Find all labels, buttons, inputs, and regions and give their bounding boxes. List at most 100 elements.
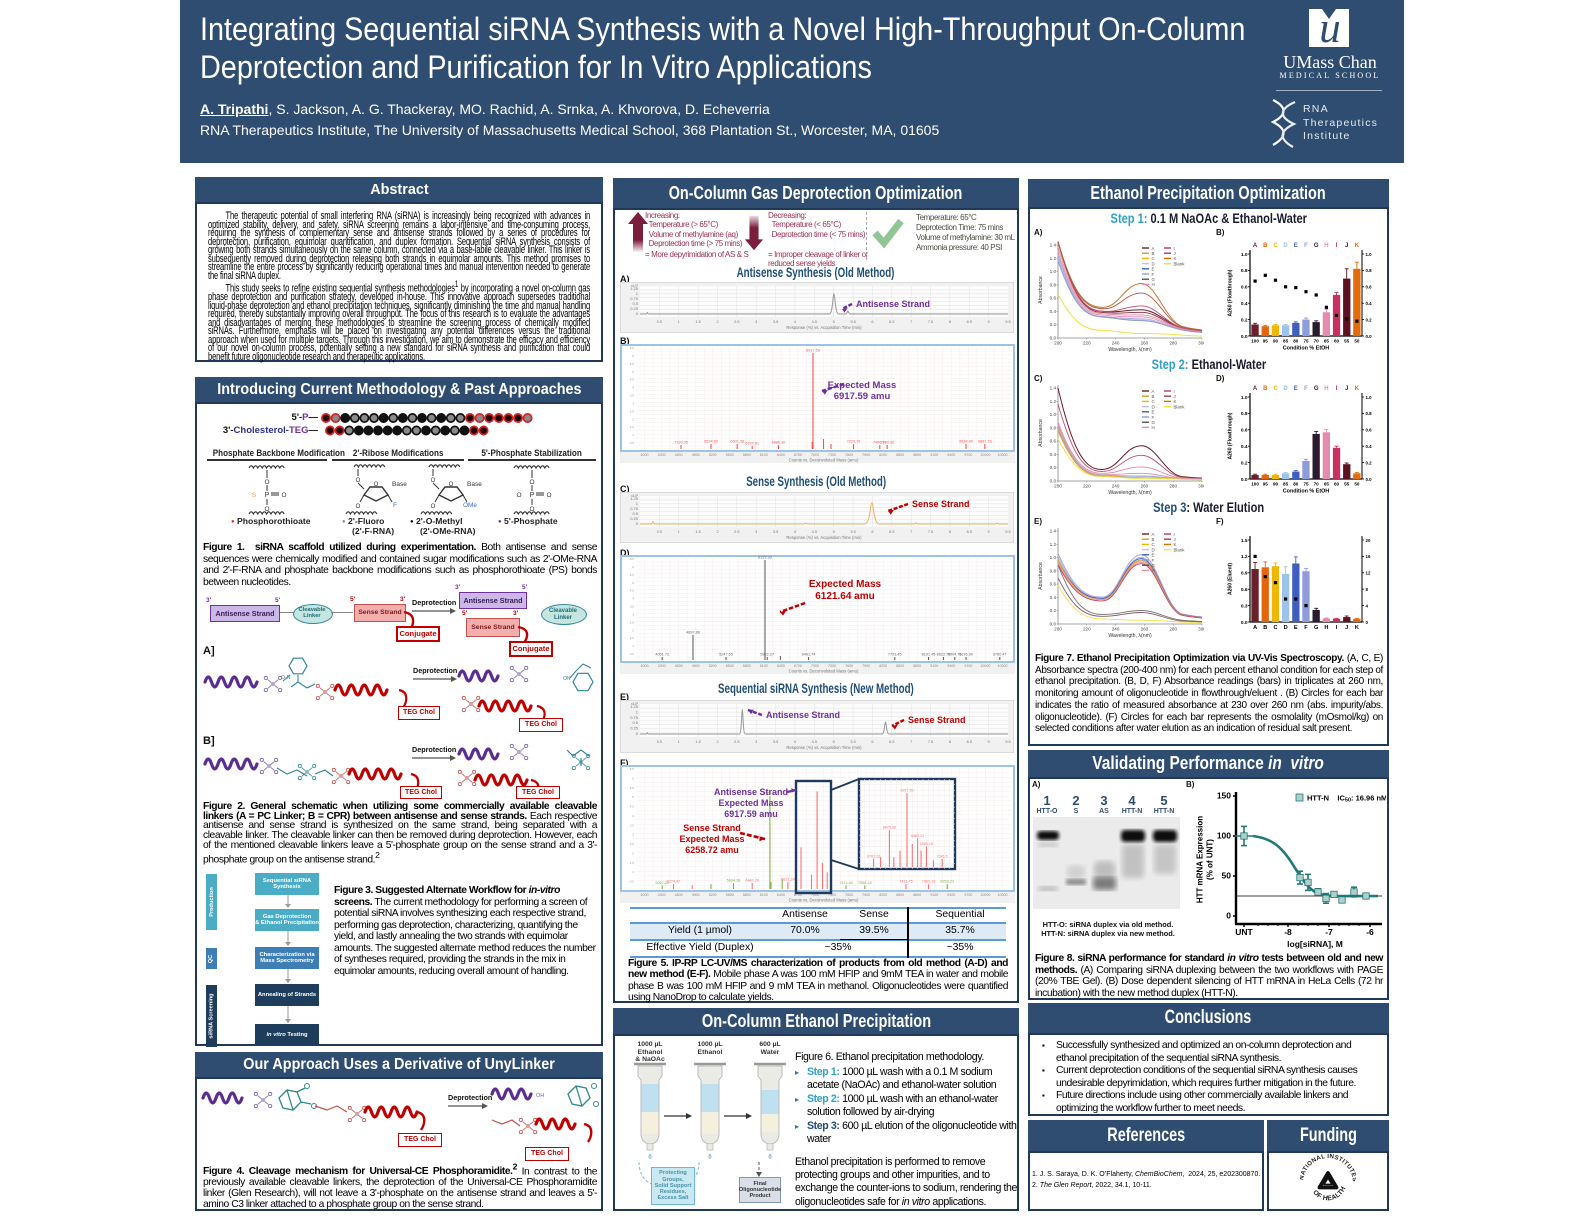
svg-text:1.2: 1.2 bbox=[1050, 399, 1057, 404]
svg-text:0.0: 0.0 bbox=[1050, 622, 1057, 627]
svg-text:1: 1 bbox=[632, 433, 634, 437]
svg-text:F: F bbox=[393, 502, 397, 509]
svg-text:Expected Mass: Expected Mass bbox=[828, 380, 897, 391]
svg-text:0.8: 0.8 bbox=[1366, 268, 1373, 273]
svg-text:100: 100 bbox=[1217, 831, 1231, 841]
svg-text:O: O bbox=[516, 492, 521, 499]
svg-text:6482.28: 6482.28 bbox=[745, 879, 759, 883]
svg-text:9100: 9100 bbox=[930, 893, 938, 897]
svg-text:I: I bbox=[1174, 246, 1175, 251]
svg-text:0.25: 0.25 bbox=[630, 306, 639, 311]
svg-text:0.0: 0.0 bbox=[1241, 334, 1248, 340]
svg-text:9100: 9100 bbox=[930, 664, 938, 668]
svg-text:x10²: x10² bbox=[631, 702, 639, 706]
svg-text:260: 260 bbox=[1141, 627, 1149, 632]
svg-text:220: 220 bbox=[1083, 341, 1091, 346]
svg-text:H: H bbox=[1324, 386, 1328, 392]
svg-text:4900: 4900 bbox=[692, 453, 700, 457]
svg-text:10000: 10000 bbox=[980, 453, 990, 457]
svg-text:7900: 7900 bbox=[862, 453, 870, 457]
svg-text:4000: 4000 bbox=[641, 893, 649, 897]
svg-text:0.5: 0.5 bbox=[630, 652, 635, 656]
svg-text:4300: 4300 bbox=[658, 664, 666, 668]
svg-text:P: P bbox=[530, 492, 535, 499]
svg-text:0.0: 0.0 bbox=[1366, 334, 1373, 339]
svg-text:OMe: OMe bbox=[463, 502, 477, 509]
svg-text:D: D bbox=[1152, 261, 1155, 266]
svg-text:-8: -8 bbox=[1284, 927, 1292, 937]
svg-text:100: 100 bbox=[1251, 339, 1259, 344]
svg-text:280: 280 bbox=[1169, 484, 1177, 489]
svg-text:0.5: 0.5 bbox=[632, 511, 638, 516]
svg-text:10300: 10300 bbox=[998, 453, 1008, 457]
svg-text:Wavelength, λ(nm): Wavelength, λ(nm) bbox=[1108, 347, 1152, 352]
svg-text:7: 7 bbox=[910, 530, 912, 534]
svg-text:240: 240 bbox=[1112, 627, 1120, 632]
svg-text:1.2: 1.2 bbox=[1241, 554, 1248, 560]
svg-text:5800: 5800 bbox=[743, 893, 751, 897]
svg-text:0: 0 bbox=[636, 311, 639, 316]
svg-text:1.5: 1.5 bbox=[630, 636, 635, 640]
svg-text:A260 (Flowthrough): A260 (Flowthrough) bbox=[1228, 412, 1234, 459]
svg-text:0: 0 bbox=[636, 731, 639, 736]
svg-text:C: C bbox=[1152, 542, 1155, 547]
svg-text:3.5: 3.5 bbox=[630, 605, 635, 609]
svg-text:9100: 9100 bbox=[930, 453, 938, 457]
svg-text:5.5: 5.5 bbox=[850, 740, 855, 744]
svg-text:A260 (Flowthrough): A260 (Flowthrough) bbox=[1228, 269, 1234, 316]
svg-text:9: 9 bbox=[988, 740, 990, 744]
svg-text:4: 4 bbox=[632, 814, 634, 818]
svg-text:9634.40: 9634.40 bbox=[959, 440, 973, 444]
svg-text:5200: 5200 bbox=[709, 893, 717, 897]
svg-text:7900: 7900 bbox=[862, 664, 870, 668]
svg-text:7300: 7300 bbox=[828, 664, 836, 668]
svg-text:G: G bbox=[1314, 625, 1318, 631]
svg-text:K: K bbox=[1174, 542, 1177, 547]
svg-text:1.2: 1.2 bbox=[1050, 542, 1057, 547]
svg-text:6121.64 amu: 6121.64 amu bbox=[815, 591, 875, 602]
svg-text:0.6: 0.6 bbox=[1241, 428, 1248, 434]
svg-text:8200: 8200 bbox=[879, 453, 887, 457]
svg-text:2: 2 bbox=[632, 852, 634, 856]
svg-text:9: 9 bbox=[988, 320, 990, 324]
svg-text:6274.42: 6274.42 bbox=[667, 880, 681, 884]
svg-text:150: 150 bbox=[1217, 791, 1231, 801]
svg-text:O: O bbox=[264, 506, 269, 513]
svg-text:6601.38: 6601.38 bbox=[730, 440, 744, 444]
svg-text:4900: 4900 bbox=[692, 664, 700, 668]
svg-text:F: F bbox=[1152, 558, 1155, 563]
svg-text:80: 80 bbox=[1293, 339, 1299, 344]
svg-text:J: J bbox=[1174, 537, 1176, 542]
svg-text:3.5: 3.5 bbox=[773, 740, 778, 744]
svg-text:7963.16: 7963.16 bbox=[922, 880, 936, 884]
svg-text:Absorbance: Absorbance bbox=[1038, 419, 1044, 447]
svg-text:D: D bbox=[1283, 243, 1288, 249]
svg-text:0.8: 0.8 bbox=[1366, 411, 1373, 416]
svg-text:0.4: 0.4 bbox=[1050, 595, 1057, 600]
svg-text:85: 85 bbox=[1283, 482, 1289, 487]
svg-text:4600: 4600 bbox=[675, 664, 683, 668]
svg-text:0.6: 0.6 bbox=[1050, 296, 1057, 301]
svg-text:280: 280 bbox=[1169, 627, 1177, 632]
svg-text:E: E bbox=[1294, 386, 1298, 392]
svg-text:5500: 5500 bbox=[726, 893, 734, 897]
svg-text:E: E bbox=[1152, 553, 1155, 558]
svg-text:85: 85 bbox=[1283, 339, 1289, 344]
svg-text:H: H bbox=[1152, 425, 1155, 430]
svg-text:6259.20: 6259.20 bbox=[763, 792, 777, 796]
svg-text:O: O bbox=[529, 479, 534, 486]
svg-text:8.5: 8.5 bbox=[967, 740, 972, 744]
svg-text:6.5: 6.5 bbox=[889, 320, 894, 324]
svg-text:K: K bbox=[1355, 243, 1360, 249]
svg-text:280: 280 bbox=[1169, 341, 1177, 346]
svg-text:x10²: x10² bbox=[631, 284, 639, 288]
svg-text:E: E bbox=[1294, 625, 1298, 631]
svg-text:6.5: 6.5 bbox=[630, 767, 635, 771]
svg-text:A: A bbox=[1253, 386, 1258, 392]
svg-text:8500: 8500 bbox=[896, 453, 904, 457]
svg-text:4897.86: 4897.86 bbox=[686, 631, 700, 635]
svg-text:0.8: 0.8 bbox=[1241, 268, 1248, 274]
svg-text:O: O bbox=[449, 482, 454, 488]
svg-text:2: 2 bbox=[632, 628, 634, 632]
svg-text:6703.33: 6703.33 bbox=[867, 854, 880, 858]
